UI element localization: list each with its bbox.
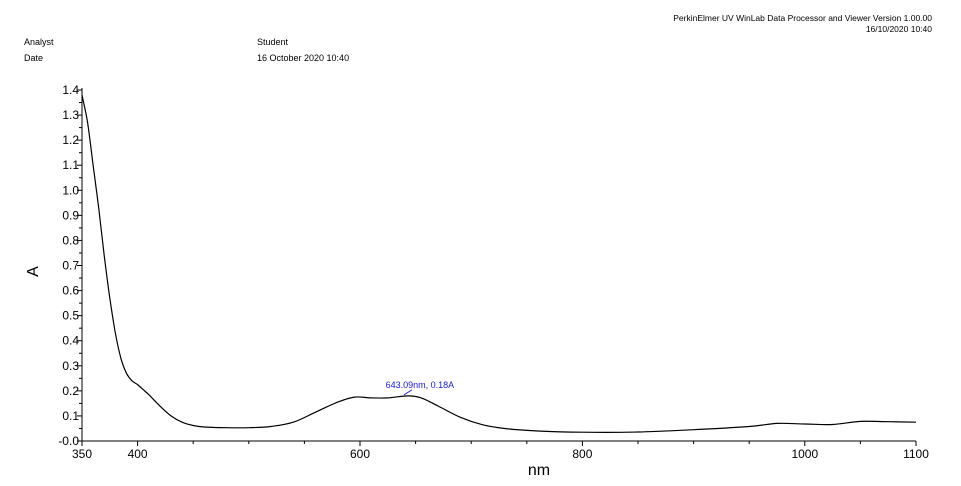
y-tick-label: -0.0 bbox=[58, 434, 79, 448]
series-group bbox=[81, 94, 917, 433]
peak-annotation-label: 643.09nm, 0.18A bbox=[386, 380, 455, 390]
x-tick-label: 1100 bbox=[903, 447, 929, 461]
x-tick-label: 350 bbox=[72, 447, 92, 461]
app-title: PerkinElmer UV WinLab Data Processor and… bbox=[673, 13, 932, 23]
y-tick-label: 0.4 bbox=[62, 334, 79, 348]
y-tick-label: 0.6 bbox=[62, 284, 79, 298]
y-axis-title: A bbox=[25, 266, 42, 277]
x-tick-label: 600 bbox=[350, 447, 370, 461]
x-tick-label: 400 bbox=[128, 447, 148, 461]
report-timestamp: 16/10/2020 10:40 bbox=[865, 24, 932, 34]
x-tick-label: 1000 bbox=[791, 447, 818, 461]
analyst-value: Student bbox=[257, 37, 289, 47]
y-tick-label: 1.3 bbox=[62, 108, 79, 122]
y-tick-label: 0.3 bbox=[62, 359, 79, 373]
y-tick-label: 0.2 bbox=[62, 384, 79, 398]
date-label: Date bbox=[24, 53, 44, 63]
y-axis-ticks: -0.0 0.1 0.2 0.3 0.4 0.5 0.6 0.7 0.8 0.9 1.0 1.1 1.2… bbox=[58, 83, 82, 448]
y-tick-label: 1.4 bbox=[62, 83, 79, 97]
y-tick-label: 0.7 bbox=[62, 259, 79, 273]
y-tick-label: 0.1 bbox=[62, 409, 79, 423]
absorbance-series-line bbox=[81, 94, 917, 433]
y-tick-label: 1.1 bbox=[62, 158, 79, 172]
y-tick-label: 1.0 bbox=[62, 183, 79, 197]
y-tick-label: 0.5 bbox=[62, 309, 79, 323]
date-value: 16 October 2020 10:40 bbox=[257, 53, 350, 63]
x-axis-title: nm bbox=[528, 462, 550, 479]
annotation-group: 643.09nm, 0.18A bbox=[386, 380, 455, 396]
y-tick-label: 0.8 bbox=[62, 233, 79, 247]
chart-axes bbox=[81, 88, 916, 442]
x-tick-label: 800 bbox=[572, 447, 592, 461]
x-axis-ticks: 350 400 600 800 1000 1100 bbox=[72, 441, 929, 461]
peak-annotation-leader bbox=[403, 389, 413, 396]
y-tick-label: 0.9 bbox=[62, 208, 79, 222]
y-tick-label: 1.2 bbox=[62, 133, 79, 147]
analyst-label: Analyst bbox=[24, 37, 54, 47]
